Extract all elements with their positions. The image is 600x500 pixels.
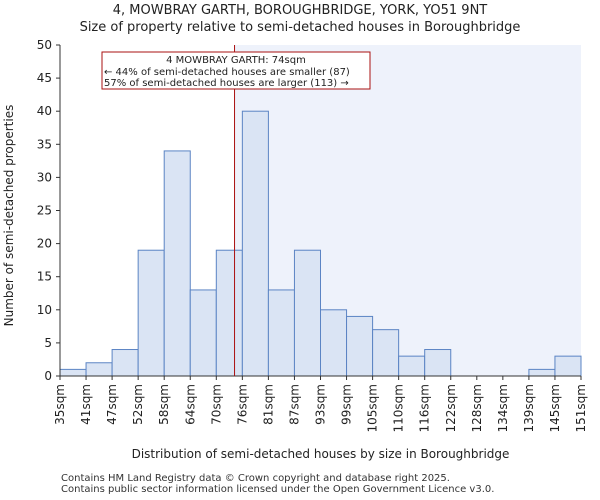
bar-145sqm — [554, 355, 582, 377]
x-tick-label: 47sqm — [105, 384, 119, 425]
bar-76sqm — [241, 110, 269, 377]
bar-64sqm — [189, 289, 217, 377]
y-tick-label: 10 — [37, 303, 52, 317]
bar-139sqm — [528, 368, 556, 377]
chart-subtitle: Size of property relative to semi-detach… — [79, 20, 521, 35]
y-tick-label: 0 — [44, 369, 52, 383]
x-tick-label: 64sqm — [183, 384, 197, 425]
bar-110sqm — [398, 355, 426, 377]
chart-title: 4, MOWBRAY GARTH, BOROUGHBRIDGE, YORK, Y… — [112, 3, 488, 18]
x-tick-label: 110sqm — [392, 384, 406, 432]
x-tick-label: 116sqm — [418, 384, 432, 432]
y-tick-label: 15 — [37, 270, 52, 284]
x-tick-label: 76sqm — [235, 384, 249, 425]
x-tick-label: 81sqm — [261, 384, 275, 425]
x-tick-label: 58sqm — [157, 384, 171, 425]
y-tick-label: 45 — [37, 71, 52, 85]
annotation-box — [101, 51, 371, 90]
bar-116sqm — [424, 349, 452, 377]
y-tick-label: 40 — [37, 104, 52, 118]
bar-58sqm — [163, 150, 191, 377]
y-tick-label: 35 — [37, 137, 52, 151]
y-tick-label: 30 — [37, 170, 52, 184]
x-tick-label: 122sqm — [444, 384, 458, 432]
x-tick-label: 128sqm — [470, 384, 484, 432]
x-tick-label: 139sqm — [522, 384, 536, 432]
x-tick-label: 41sqm — [79, 384, 93, 425]
x-tick-label: 105sqm — [366, 384, 380, 432]
y-tick-label: 50 — [37, 38, 52, 52]
bar-81sqm — [267, 289, 295, 377]
footer-copyright: Contains HM Land Registry data © Crown c… — [61, 473, 450, 484]
bar-93sqm — [320, 309, 348, 377]
x-tick-label: 70sqm — [209, 384, 223, 425]
y-tick-label: 20 — [37, 237, 52, 251]
bar-99sqm — [346, 315, 374, 377]
bar-35sqm — [59, 368, 87, 377]
y-axis-title: Number of semi-detached properties — [2, 105, 16, 327]
bar-41sqm — [85, 362, 113, 377]
x-tick-label: 134sqm — [496, 384, 510, 432]
bar-52sqm — [137, 249, 165, 377]
annotation-line-3: 57% of semi-detached houses are larger (… — [104, 78, 349, 89]
y-tick-label: 5 — [44, 336, 52, 350]
annotation-line-1: 4 MOWBRAY GARTH: 74sqm — [166, 55, 306, 66]
x-tick-label: 145sqm — [548, 384, 562, 432]
x-tick-label: 35sqm — [53, 384, 67, 425]
bar-105sqm — [372, 329, 400, 377]
bar-47sqm — [111, 349, 139, 377]
x-tick-label: 93sqm — [314, 384, 328, 425]
x-tick-label: 52sqm — [131, 384, 145, 425]
y-tick-label: 25 — [37, 204, 52, 218]
x-tick-label: 99sqm — [340, 384, 354, 425]
footer-licence: Contains public sector information licen… — [61, 484, 495, 495]
bar-87sqm — [293, 249, 322, 377]
bar-70sqm — [215, 249, 243, 377]
x-tick-label: 87sqm — [287, 384, 301, 425]
annotation-line-2: ← 44% of semi-detached houses are smalle… — [104, 67, 350, 78]
x-axis-title: Distribution of semi-detached houses by … — [132, 447, 510, 461]
x-tick-label: 151sqm — [574, 384, 588, 432]
